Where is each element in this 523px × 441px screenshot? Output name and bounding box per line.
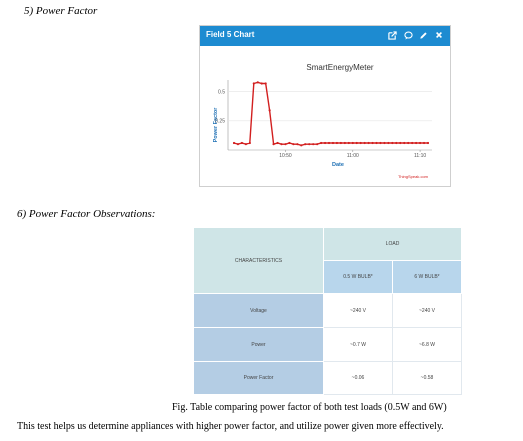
close-icon[interactable] (433, 29, 445, 42)
data-point[interactable] (236, 143, 240, 146)
data-point[interactable] (248, 141, 251, 145)
data-point[interactable] (363, 141, 366, 145)
table-row: Power Factor ~0.06 ~0.58 (193, 361, 462, 395)
data-point[interactable] (312, 143, 315, 146)
x-tick-label: 11:00 (347, 153, 359, 159)
data-point[interactable] (403, 141, 406, 145)
data-point[interactable] (335, 141, 339, 145)
chart-title: SmartEnergyMeter (306, 63, 373, 72)
data-point[interactable] (244, 143, 247, 146)
data-point[interactable] (300, 144, 303, 147)
load-header: LOAD (323, 227, 462, 261)
data-point[interactable] (395, 141, 398, 145)
data-point[interactable] (331, 141, 335, 145)
widget-header: Field 5 Chart (200, 26, 450, 46)
data-point[interactable] (407, 141, 410, 145)
data-point[interactable] (232, 141, 236, 145)
data-point[interactable] (268, 109, 271, 112)
chart-widget: Field 5 Chart SmartEnergyMeter Power Fac… (199, 25, 451, 187)
body-paragraph: This test helps us determine appliances … (17, 421, 444, 432)
chart-xlabel: Date (332, 162, 344, 168)
section-heading-power-factor: 5) Power Factor (24, 5, 98, 17)
data-point[interactable] (351, 141, 354, 145)
data-point[interactable] (256, 81, 259, 84)
data-point[interactable] (426, 141, 430, 145)
data-point[interactable] (343, 141, 346, 145)
external-link-icon[interactable] (386, 29, 398, 42)
data-point[interactable] (411, 141, 414, 145)
chart-ylabel: Power Factor (213, 107, 219, 143)
data-point[interactable] (284, 143, 287, 146)
comment-icon[interactable] (402, 29, 414, 42)
data-point[interactable] (415, 141, 418, 145)
table-row: Power ~0.7 W ~6.8 W (193, 327, 462, 362)
data-point[interactable] (391, 141, 394, 145)
data-point[interactable] (320, 141, 323, 145)
data-point[interactable] (292, 143, 295, 146)
comparison-table: CHARACTERISTICS LOAD 0.5 W BULB* 6 W BUL… (193, 227, 462, 395)
chart-grid (227, 80, 432, 151)
data-point[interactable] (367, 141, 370, 145)
data-point[interactable] (422, 141, 426, 145)
row-label: Power (193, 327, 324, 362)
data-point[interactable] (399, 141, 402, 145)
data-point[interactable] (280, 143, 283, 146)
column-header-6w: 6 W BULB* (392, 260, 462, 294)
table-cell: ~240 V (323, 293, 393, 328)
data-point[interactable] (260, 82, 263, 85)
column-header-0.5w: 0.5 W BULB* (323, 260, 393, 294)
x-tick-label: 11:10 (414, 153, 426, 159)
data-point[interactable] (264, 82, 267, 85)
power-factor-chart: SmartEnergyMeter Power Factor 0.5 0.25 10… (213, 63, 432, 179)
chart-credit[interactable]: ThingSpeak.com (398, 174, 429, 179)
data-point[interactable] (371, 141, 374, 145)
row-label: Voltage (193, 293, 324, 328)
table-cell: ~6.8 W (392, 327, 462, 362)
table-row: Voltage ~240 V ~240 V (193, 293, 462, 328)
data-point[interactable] (276, 141, 279, 145)
data-point[interactable] (387, 141, 390, 145)
data-point[interactable] (347, 141, 350, 145)
table-cell: ~240 V (392, 293, 462, 328)
data-point[interactable] (339, 141, 342, 145)
table-cell: ~0.58 (392, 361, 462, 395)
section-heading-observations: 6) Power Factor Observations: (17, 208, 156, 220)
data-point[interactable] (327, 141, 331, 145)
y-tick-label: 0.25 (215, 119, 225, 125)
y-tick-label: 0.5 (218, 89, 225, 95)
figure-caption: Fig. Table comparing power factor of bot… (172, 402, 447, 413)
data-point[interactable] (379, 141, 382, 145)
data-point[interactable] (304, 143, 307, 146)
table-cell: ~0.7 W (323, 327, 393, 362)
data-point[interactable] (383, 141, 386, 145)
data-point[interactable] (375, 141, 378, 145)
data-point[interactable] (316, 143, 319, 146)
data-point[interactable] (240, 141, 244, 145)
data-point[interactable] (359, 141, 362, 145)
data-point[interactable] (252, 82, 255, 85)
data-point[interactable] (418, 141, 422, 145)
data-point[interactable] (355, 141, 358, 145)
characteristics-header: CHARACTERISTICS (193, 227, 324, 294)
row-label: Power Factor (193, 361, 324, 395)
data-point[interactable] (308, 143, 311, 146)
data-point[interactable] (272, 143, 275, 146)
data-point[interactable] (323, 141, 327, 145)
pencil-icon[interactable] (417, 29, 429, 42)
x-tick-label: 10:50 (279, 153, 292, 159)
table-cell: ~0.06 (323, 361, 393, 395)
data-point[interactable] (288, 141, 291, 145)
widget-title: Field 5 Chart (206, 30, 255, 39)
data-point[interactable] (296, 143, 299, 146)
